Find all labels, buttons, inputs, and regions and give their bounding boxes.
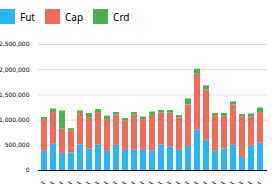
svg-text:23-Jun-2013: 23-Jun-2013 <box>159 179 191 184</box>
svg-text:27-Jun-2013: 27-Jun-2013 <box>195 179 227 184</box>
svg-text:04-Jun-2013: 04-Jun-2013 <box>42 179 74 184</box>
svg-text:24-Jun-2013: 24-Jun-2013 <box>168 179 200 184</box>
html-text:Fut: Fut <box>20 9 35 24</box>
svg-text:15-Jun-2013: 15-Jun-2013 <box>105 179 137 184</box>
svg-text:28-Jun-2013: 28-Jun-2013 <box>204 179 236 184</box>
html-text:Cap: Cap <box>65 9 84 24</box>
svg-text:2,000,000: 2,000,000 <box>0 66 30 73</box>
html-text:Crd: Crd <box>113 9 130 24</box>
svg-text:29-Jun-2013: 29-Jun-2013 <box>213 179 245 184</box>
svg-text:05-Jun-2013: 05-Jun-2013 <box>51 179 83 184</box>
svg-text:01-Jun-2014: 01-Jun-2014 <box>231 179 263 184</box>
svg-text:03-Jun-2013: 03-Jun-2013 <box>33 179 65 184</box>
svg-text:2,500,000: 2,500,000 <box>0 40 30 47</box>
svg-text:500,000: 500,000 <box>5 141 30 148</box>
svg-text:22-Jun-2013: 22-Jun-2013 <box>150 179 182 184</box>
svg-text:1,000,000: 1,000,000 <box>0 116 30 123</box>
svg-text:26-Jun-2013: 26-Jun-2013 <box>186 179 218 184</box>
svg-text:1,500,000: 1,500,000 <box>0 91 30 98</box>
svg-text:10-Jun-2013: 10-Jun-2013 <box>78 179 110 184</box>
svg-text:19-Jun-2013: 19-Jun-2013 <box>141 179 173 184</box>
svg-text:12-Jun-2013: 12-Jun-2013 <box>96 179 128 184</box>
svg-text:08-Jun-2013: 08-Jun-2013 <box>60 179 92 184</box>
svg-text:11-Jun-2013: 11-Jun-2013 <box>87 179 119 184</box>
svg-text:17-Jun-2013: 17-Jun-2013 <box>123 179 155 184</box>
svg-text:09-Jun-2013: 09-Jun-2013 <box>69 179 101 184</box>
svg-text:18-Jun-2013: 18-Jun-2013 <box>132 179 164 184</box>
svg-text:30-Jun-2013: 30-Jun-2013 <box>222 179 254 184</box>
svg-text:16-Jun-2013: 16-Jun-2013 <box>114 179 146 184</box>
svg-text:0: 0 <box>26 166 30 173</box>
svg-text:01-Jun-2013: 01-Jun-2013 <box>15 179 47 184</box>
svg-text:02-Jun-2013: 02-Jun-2013 <box>24 179 56 184</box>
svg-text:25-Jun-2013: 25-Jun-2013 <box>177 179 209 184</box>
